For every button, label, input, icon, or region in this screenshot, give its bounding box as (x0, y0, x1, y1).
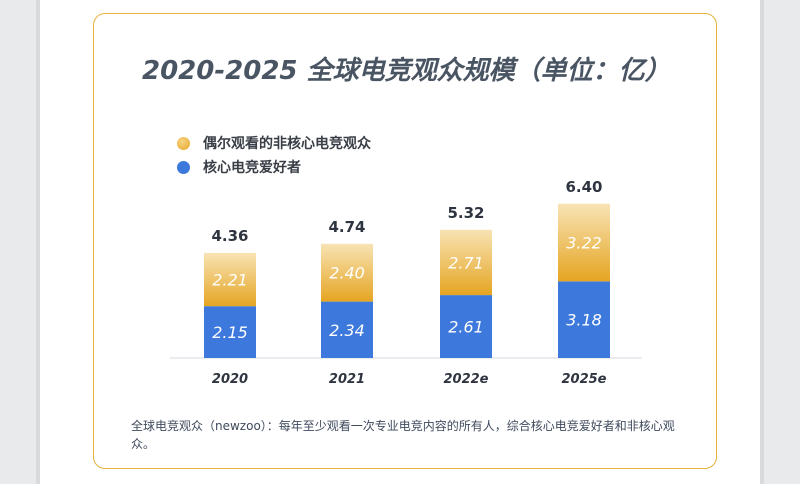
bar-core-2020 (204, 306, 256, 358)
x-tick-label-2022e: 2022e (444, 372, 489, 387)
legend-item-core: 核心电竞爱好者 (177, 155, 371, 179)
value-label-core-2021: 2.34 (329, 321, 365, 340)
bar-core-2025e (558, 281, 610, 358)
bar-casual-2022e (440, 229, 492, 296)
right-margin (760, 0, 800, 484)
value-label-casual-2021: 2.40 (329, 264, 365, 283)
chart-legend: 偶尔观看的非核心电竞观众 核心电竞爱好者 (177, 131, 371, 179)
bar-casual-2025e (558, 203, 610, 282)
legend-label-casual: 偶尔观看的非核心电竞观众 (203, 136, 371, 152)
chart-title: 2020-2025 全球电竞观众规模（单位：亿） (142, 56, 671, 86)
x-tick-label-2021: 2021 (329, 372, 365, 387)
bar-core-2021 (321, 301, 373, 358)
value-label-casual-2025e: 3.22 (566, 234, 602, 253)
chart-card (93, 13, 717, 469)
bar-core-2022e (440, 295, 492, 358)
bar-casual-2021 (321, 243, 373, 302)
x-tick-label-2025e: 2025e (562, 372, 607, 387)
left-margin (0, 0, 40, 484)
legend-item-casual: 偶尔观看的非核心电竞观众 (177, 131, 371, 155)
gold-dot-icon (177, 136, 190, 150)
total-label-2022e: 5.32 (447, 204, 484, 222)
bars-group (204, 203, 610, 358)
value-label-casual-2022e: 2.71 (448, 253, 484, 272)
value-label-core-2020: 2.15 (212, 323, 248, 342)
value-label-core-2025e: 3.18 (566, 311, 602, 330)
total-label-2020: 4.36 (211, 227, 248, 245)
bar-casual-2020 (204, 252, 256, 307)
total-label-2025e: 6.40 (565, 178, 602, 196)
footnote: 全球电竞观众（newzoo）：每年至少观看一次专业电竞内容的所有人，综合核心电竞… (131, 419, 675, 451)
blue-dot-icon (177, 160, 190, 174)
total-label-2021: 4.74 (328, 218, 365, 236)
value-label-core-2022e: 2.61 (448, 318, 484, 337)
value-label-casual-2020: 2.21 (212, 271, 248, 290)
legend-label-core: 核心电竞爱好者 (203, 160, 301, 176)
x-tick-label-2020: 2020 (212, 372, 248, 387)
labels-group: 2.15 2.21 4.36 2020 2.34 2.40 4.74 2021 2.61 2.71… (211, 178, 606, 387)
